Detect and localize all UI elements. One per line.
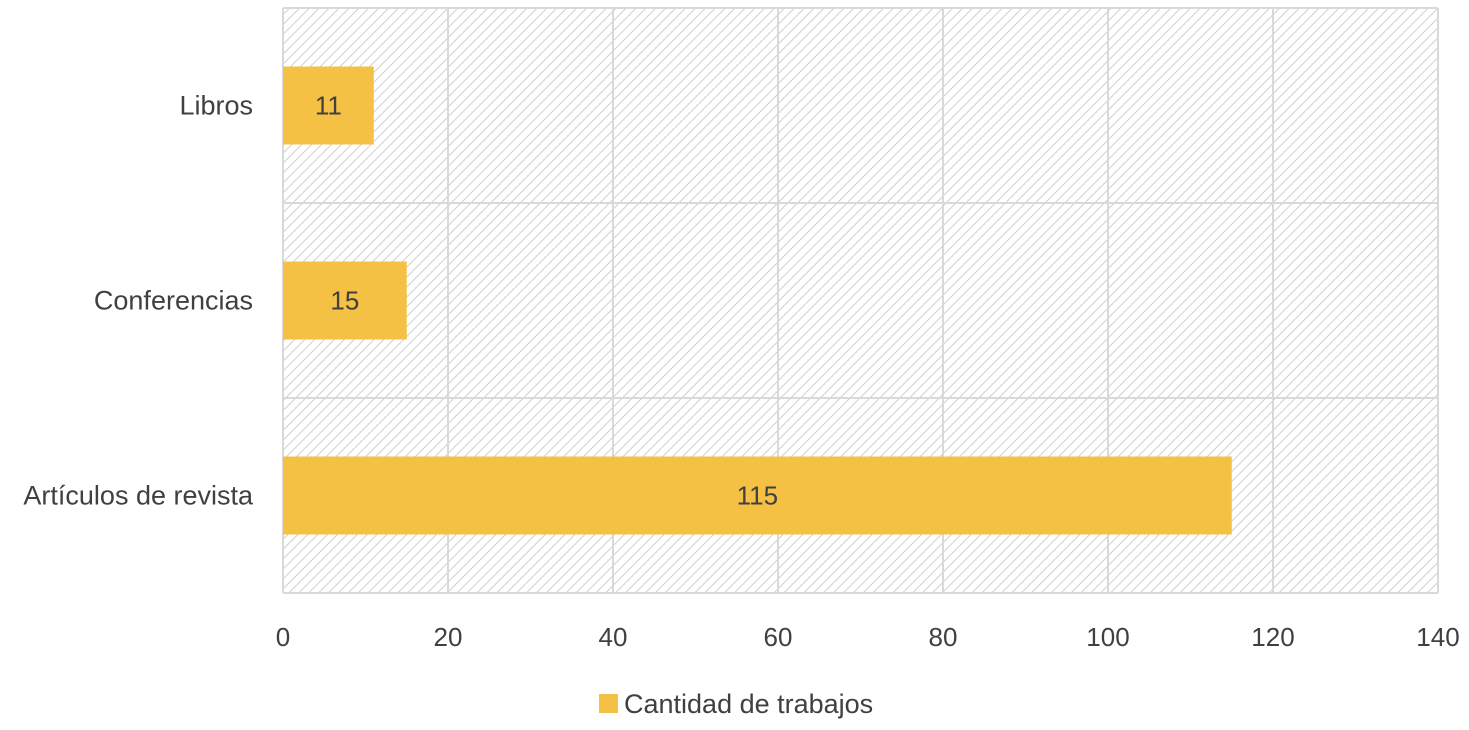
x-tick-label-2: 40 [599,622,628,652]
x-tick-label-0: 0 [276,622,290,652]
category-label-0: Libros [179,91,253,121]
data-label-2: 115 [737,481,778,511]
data-labels: 11 15 115 [315,91,778,511]
category-label-2: Artículos de revista [23,481,254,511]
x-tick-label-3: 60 [764,622,793,652]
x-tick-label-7: 140 [1416,622,1459,652]
category-axis: Libros Conferencias Artículos de revista [23,91,254,511]
bar-1 [283,261,407,340]
x-tick-label-4: 80 [929,622,958,652]
x-tick-label-6: 120 [1251,622,1294,652]
value-axis: 0 20 40 60 80 100 120 140 [276,622,1460,652]
legend-label: Cantidad de trabajos [624,689,873,719]
bar-0 [283,66,374,145]
category-label-1: Conferencias [94,286,253,316]
x-tick-label-1: 20 [434,622,463,652]
legend-swatch [599,694,618,713]
data-label-1: 15 [330,286,359,316]
gridlines [282,7,1439,594]
bars [283,66,1232,535]
data-label-0: 11 [315,91,342,121]
bar-2 [283,456,1232,535]
legend: Cantidad de trabajos [599,689,873,719]
x-tick-label-5: 100 [1086,622,1129,652]
